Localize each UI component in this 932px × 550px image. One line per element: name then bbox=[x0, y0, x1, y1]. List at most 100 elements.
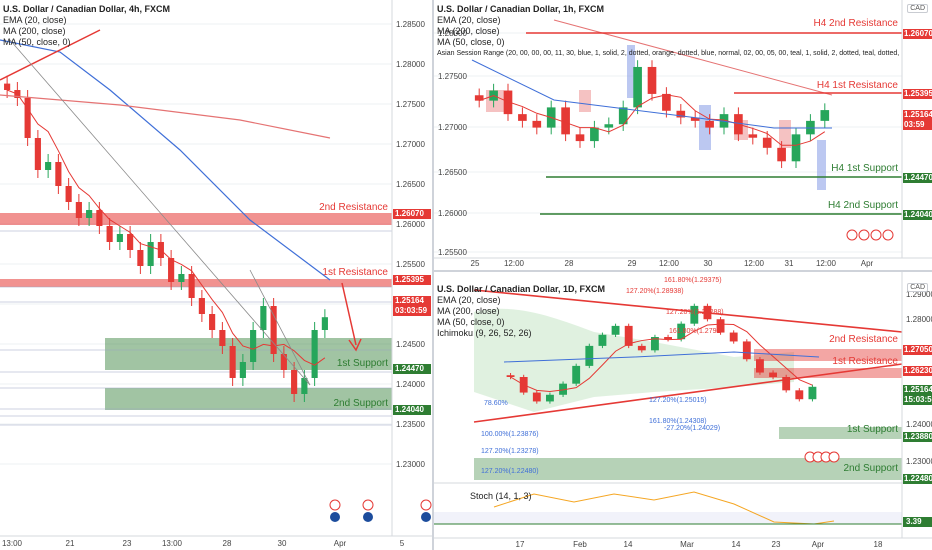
d1-candle-body bbox=[677, 323, 686, 340]
event-flag-icon bbox=[420, 499, 432, 511]
time-tick-label: 12:00 bbox=[744, 259, 765, 268]
h1-candle-body bbox=[633, 66, 642, 108]
price-tag bbox=[903, 385, 932, 395]
zone-label: 1st Resistance bbox=[322, 267, 388, 278]
price-tick-label: 1.27500 bbox=[396, 100, 425, 109]
time-tick-label: Mar bbox=[680, 540, 694, 549]
price-tag-label: 1.24040 bbox=[904, 210, 932, 219]
time-tick-label: 12:00 bbox=[816, 259, 837, 268]
time-tick-label: Feb bbox=[573, 540, 587, 549]
h1-candle-body bbox=[777, 147, 786, 162]
fib-label: 127.20%(1.22480) bbox=[481, 468, 539, 475]
h1-candle-body bbox=[690, 117, 700, 121]
h4-candle-body bbox=[65, 186, 72, 202]
price-tag bbox=[393, 306, 431, 316]
zone-label: 2nd Support bbox=[844, 463, 899, 474]
h4-candle-body bbox=[198, 298, 205, 314]
h1-candle-body bbox=[820, 110, 830, 121]
h1-candle-body bbox=[575, 134, 585, 142]
d1-candle-body bbox=[756, 359, 764, 373]
h4-candle-body bbox=[127, 234, 134, 250]
time-tick-label: 28 bbox=[565, 259, 574, 268]
fib-label: -27.20%(1.24029) bbox=[664, 425, 720, 432]
trend-channel-top bbox=[473, 289, 903, 333]
h4-candle-body bbox=[55, 162, 62, 186]
time-tick-label: 21 bbox=[66, 539, 75, 548]
event-flag-icon bbox=[329, 499, 341, 511]
ema-20-line bbox=[479, 94, 826, 146]
time-tick-label: 25 bbox=[471, 259, 480, 268]
fib-label: 127.20%(1.28288) bbox=[666, 309, 724, 316]
d1-candle-body bbox=[729, 332, 738, 342]
ema-20-line bbox=[6, 89, 326, 366]
h1-candle-body bbox=[503, 90, 513, 115]
time-tick-label: 30 bbox=[704, 259, 713, 268]
time-tick-label: Apr bbox=[861, 259, 874, 268]
price-tick-label: 1.28000 bbox=[396, 60, 425, 69]
stoch-line bbox=[493, 491, 835, 525]
event-flag-icon bbox=[362, 499, 374, 511]
fib-label: 161.80%(1.29375) bbox=[664, 277, 722, 284]
price-tag bbox=[903, 345, 932, 355]
price-tick-label: 1.23000 bbox=[906, 457, 932, 466]
h1-candle-body bbox=[676, 110, 686, 118]
d1-candle-body bbox=[664, 337, 672, 340]
h1-candle-body bbox=[532, 120, 542, 128]
price-tick-label: 1.28000 bbox=[438, 29, 467, 38]
chart-1h-panel[interactable]: H4 2nd Resistance H4 1st Resistance H4 1st… bbox=[434, 0, 932, 270]
zone-label: 2nd Resistance bbox=[829, 334, 898, 345]
h4-candle-body bbox=[301, 378, 308, 394]
price-tick-label: 1.25500 bbox=[396, 260, 425, 269]
d1-candle-body bbox=[716, 319, 725, 333]
chart-4h-svg[interactable]: 2nd Resistance 1st Resistance 1st Support 2… bbox=[0, 0, 432, 550]
price-tag bbox=[903, 474, 932, 484]
h1-candle-body bbox=[762, 137, 772, 148]
session-range-box bbox=[627, 45, 635, 98]
h4-candle-body bbox=[311, 330, 318, 378]
h4-candle-body bbox=[34, 138, 41, 170]
trendline-red bbox=[0, 29, 101, 81]
price-tick-label: 1.24000 bbox=[906, 420, 932, 429]
price-tick-label: 1.28500 bbox=[396, 20, 425, 29]
chart-4h-panel[interactable]: 2nd Resistance 1st Resistance 1st Support 2… bbox=[0, 0, 432, 550]
chart-1d-panel[interactable]: 2nd Resistance 1st Resistance 1st Support 2… bbox=[434, 272, 932, 550]
price-tag bbox=[393, 405, 431, 415]
zone-label: 1st Support bbox=[337, 358, 388, 369]
h1-candle-body bbox=[705, 120, 714, 128]
chart-1d-svg[interactable]: 2nd Resistance 1st Resistance 1st Support 2… bbox=[434, 272, 932, 550]
price-tick-label: 1.26500 bbox=[396, 180, 425, 189]
time-tick-label: 29 bbox=[628, 259, 637, 268]
event-flag-icon bbox=[828, 451, 840, 463]
price-tag-label: 1.24470 bbox=[904, 173, 932, 182]
price-tick-label: 1.27500 bbox=[438, 72, 467, 81]
h4-candle-body bbox=[270, 306, 277, 354]
h4-candle-body bbox=[321, 317, 328, 330]
price-tag-label: 1.27050 bbox=[904, 345, 932, 354]
h4-candle-body bbox=[178, 274, 185, 282]
chart-1h-svg[interactable]: H4 2nd Resistance H4 1st Resistance H4 1st… bbox=[434, 0, 932, 270]
time-tick-label: 14 bbox=[624, 540, 633, 549]
zone-label: H4 2nd Support bbox=[828, 200, 898, 211]
time-tick-label: 23 bbox=[772, 540, 781, 549]
zone-1st-resistance bbox=[754, 368, 902, 378]
price-tag bbox=[393, 209, 431, 219]
price-tag bbox=[903, 110, 932, 120]
price-tag bbox=[903, 395, 932, 405]
event-flag-icon bbox=[330, 512, 340, 522]
price-tag-label: 1.25395 bbox=[904, 89, 932, 98]
time-tick-label: Apr bbox=[334, 539, 347, 548]
h4-candle-body bbox=[188, 274, 195, 298]
price-tick-label: 1.27000 bbox=[396, 140, 425, 149]
d1-candle-body bbox=[585, 345, 594, 366]
forecast-arrow bbox=[341, 282, 357, 346]
price-tag-label: 1.24040 bbox=[395, 405, 424, 414]
d1-candle-body bbox=[795, 390, 804, 400]
session-range-box bbox=[817, 140, 826, 190]
zone-label: H4 1st Resistance bbox=[817, 80, 899, 91]
fib-label: 78.60% bbox=[484, 400, 508, 407]
zone-1st-resistance bbox=[0, 279, 392, 287]
d1-candle-body bbox=[559, 383, 567, 395]
price-tag bbox=[903, 89, 932, 99]
h4-candle-body bbox=[260, 306, 267, 330]
trendline-grey bbox=[249, 269, 311, 386]
